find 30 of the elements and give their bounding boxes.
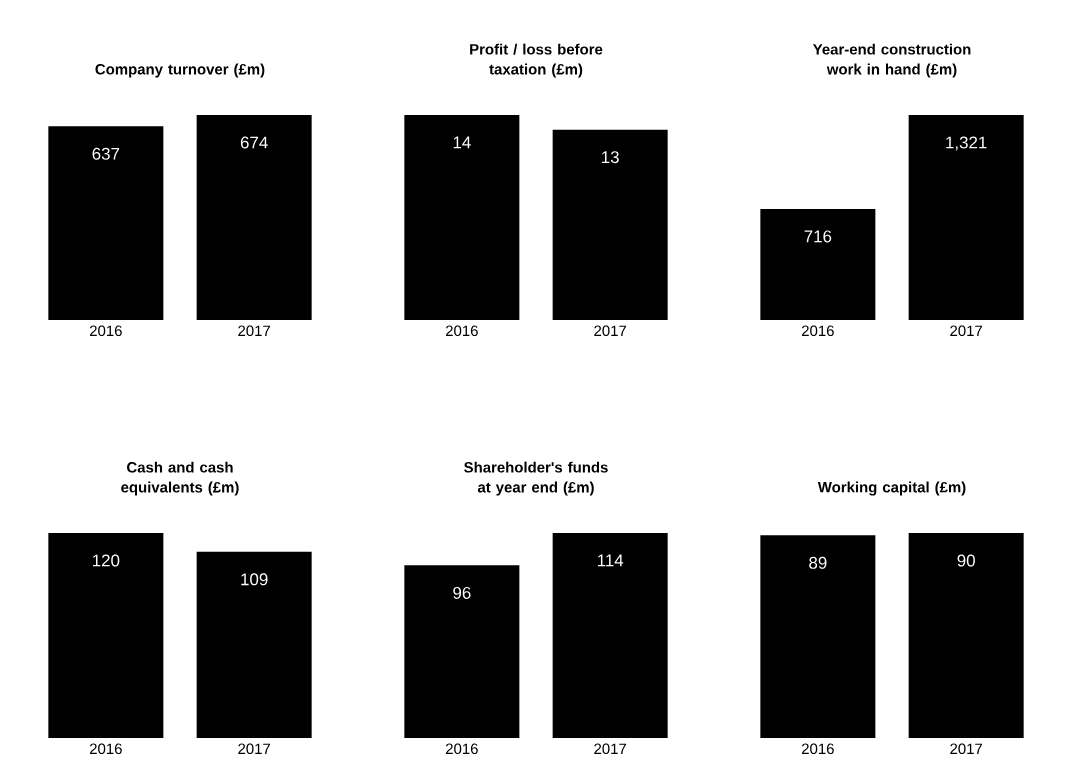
- data-label: 114: [597, 554, 624, 567]
- chart-title: Working capital (£m): [817, 481, 966, 496]
- x-tick-label: 2016: [801, 325, 834, 337]
- data-label: 716: [804, 230, 832, 243]
- data-label: 674: [240, 136, 268, 149]
- data-label: 14: [453, 136, 471, 149]
- x-tick-label: 2016: [801, 743, 834, 755]
- data-label: 96: [453, 586, 471, 599]
- data-label: 109: [241, 573, 268, 586]
- chart-title: Cash and cash equivalents (£m): [121, 461, 239, 496]
- x-tick-label: 2017: [238, 325, 271, 337]
- data-label: 13: [602, 151, 619, 164]
- data-label: 637: [92, 147, 120, 160]
- data-label: 89: [809, 556, 827, 569]
- x-tick-label: 2016: [445, 325, 478, 337]
- data-label: 1,321: [946, 136, 987, 151]
- x-tick-label: 2017: [950, 325, 983, 337]
- x-tick-label: 2017: [594, 743, 627, 755]
- x-tick-label: 2016: [89, 743, 122, 755]
- chart-title: Shareholder's funds at year end (£m): [464, 461, 608, 496]
- x-tick-label: 2017: [238, 743, 271, 755]
- data-label: 120: [93, 554, 120, 567]
- x-tick-label: 2016: [89, 325, 122, 337]
- x-tick-label: 2017: [950, 743, 983, 755]
- chart-title: Company turnover (£m): [95, 63, 265, 78]
- chart-title: Year-end construction work in hand (£m): [812, 43, 971, 78]
- x-tick-label: 2016: [445, 743, 478, 755]
- chart-title: Profit / loss before taxation (£m): [470, 43, 603, 78]
- data-label: 90: [957, 554, 975, 567]
- x-tick-label: 2017: [594, 325, 627, 337]
